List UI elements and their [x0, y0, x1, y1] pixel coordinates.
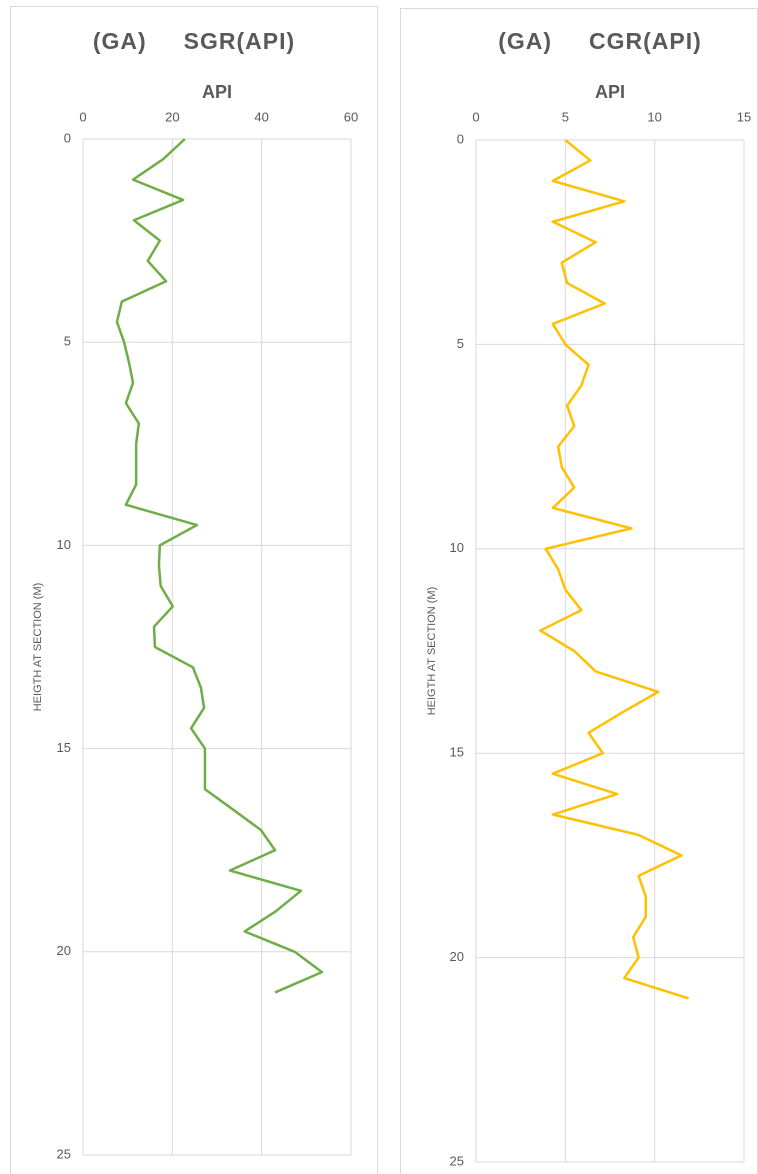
value-tick-label: 10	[647, 109, 661, 124]
depth-tick-label: 5	[64, 334, 71, 349]
panel-frame	[400, 8, 758, 1174]
value-tick-label: 20	[165, 109, 179, 124]
value-axis-title: API	[595, 82, 625, 102]
value-axis-title: API	[202, 82, 232, 102]
depth-tick-label: 20	[450, 949, 464, 964]
chart-title: (GA) CGR(API)	[498, 28, 702, 54]
depth-tick-label: 5	[457, 336, 464, 351]
depth-tick-label: 20	[57, 943, 71, 958]
depth-tick-label: 15	[57, 740, 71, 755]
data-line	[115, 138, 324, 994]
value-tick-label: 60	[344, 109, 358, 124]
value-tick-label: 5	[562, 109, 569, 124]
depth-tick-label: 10	[57, 537, 71, 552]
depth-tick-label: 25	[57, 1146, 71, 1161]
depth-tick-label: 0	[64, 130, 71, 145]
depth-tick-label: 10	[450, 540, 464, 555]
depth-axis-title: HEIGTH AT SECTION (M)	[426, 587, 438, 716]
value-tick-label: 0	[472, 109, 479, 124]
depth-tick-label: 0	[457, 131, 464, 146]
depth-tick-label: 15	[450, 745, 464, 760]
panel-frame	[10, 6, 378, 1174]
data-line	[539, 139, 689, 1000]
chart-title: (GA) SGR(API)	[93, 28, 295, 54]
value-tick-label: 40	[254, 109, 268, 124]
value-tick-label: 0	[79, 109, 86, 124]
depth-axis-title: HEIGTH AT SECTION (M)	[32, 583, 44, 712]
value-tick-label: 15	[737, 109, 751, 124]
depth-tick-label: 25	[450, 1153, 464, 1168]
